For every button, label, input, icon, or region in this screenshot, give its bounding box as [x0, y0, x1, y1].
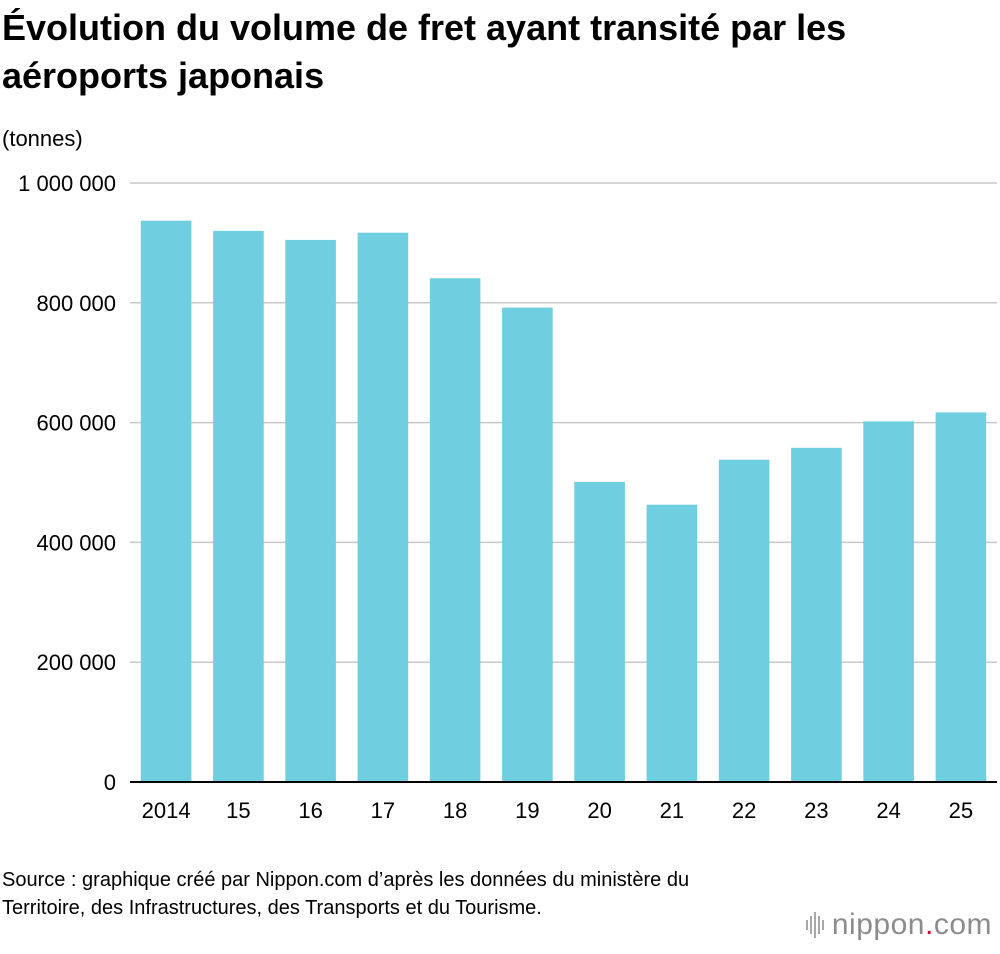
bars — [140, 220, 987, 782]
x-tick-label: 25 — [949, 798, 973, 823]
bar-18 — [429, 278, 481, 782]
logo-name: nippon — [831, 908, 925, 941]
logo-tld: com — [933, 908, 992, 941]
bar-2014 — [140, 220, 192, 782]
x-tick-label: 21 — [660, 798, 684, 823]
x-tick-label: 24 — [876, 798, 900, 823]
x-tick-label: 17 — [371, 798, 395, 823]
nippon-logo: nippon.com — [805, 908, 992, 942]
y-tick-label: 400 000 — [36, 530, 116, 555]
x-tick-label: 15 — [226, 798, 250, 823]
x-tick-label: 22 — [732, 798, 756, 823]
bar-25 — [935, 412, 987, 782]
y-axis-tick-labels: 0 200 000 400 000 600 000 800 000 1 000 000 — [18, 171, 116, 795]
bar-15 — [213, 230, 264, 782]
x-tick-label: 2014 — [142, 798, 191, 823]
y-axis-unit-label: (tonnes) — [2, 126, 83, 151]
nippon-bars-icon — [805, 910, 824, 940]
x-tick-label: 18 — [443, 798, 467, 823]
bar-20 — [574, 481, 625, 782]
x-axis-tick-labels: 2014 15 16 17 18 19 20 21 22 23 24 25 — [142, 798, 974, 823]
x-tick-label: 19 — [515, 798, 539, 823]
y-tick-label: 800 000 — [36, 291, 116, 316]
bar-19 — [502, 307, 553, 782]
bar-22 — [718, 459, 770, 782]
bar-16 — [285, 239, 336, 782]
logo-dot: . — [924, 908, 934, 941]
y-tick-label: 200 000 — [36, 650, 116, 675]
logo-wordmark: nippon.com — [832, 908, 992, 942]
y-tick-label: 1 000 000 — [18, 171, 116, 196]
bar-chart: 0 200 000 400 000 600 000 800 000 1 000 000 2… — [18, 171, 997, 823]
bar-17 — [357, 232, 409, 782]
bar-21 — [646, 504, 698, 782]
source-note: Source : graphique créé par Nippon.com d… — [2, 869, 690, 919]
x-tick-label: 20 — [587, 798, 611, 823]
bar-23 — [791, 447, 842, 782]
bar-24 — [863, 421, 914, 782]
x-tick-label: 23 — [804, 798, 828, 823]
gridlines — [130, 182, 997, 663]
y-tick-label: 600 000 — [36, 411, 116, 436]
x-tick-label: 16 — [298, 798, 322, 823]
chart-title: Évolution du volume de fret ayant transi… — [2, 7, 847, 96]
y-tick-label: 0 — [104, 770, 116, 795]
